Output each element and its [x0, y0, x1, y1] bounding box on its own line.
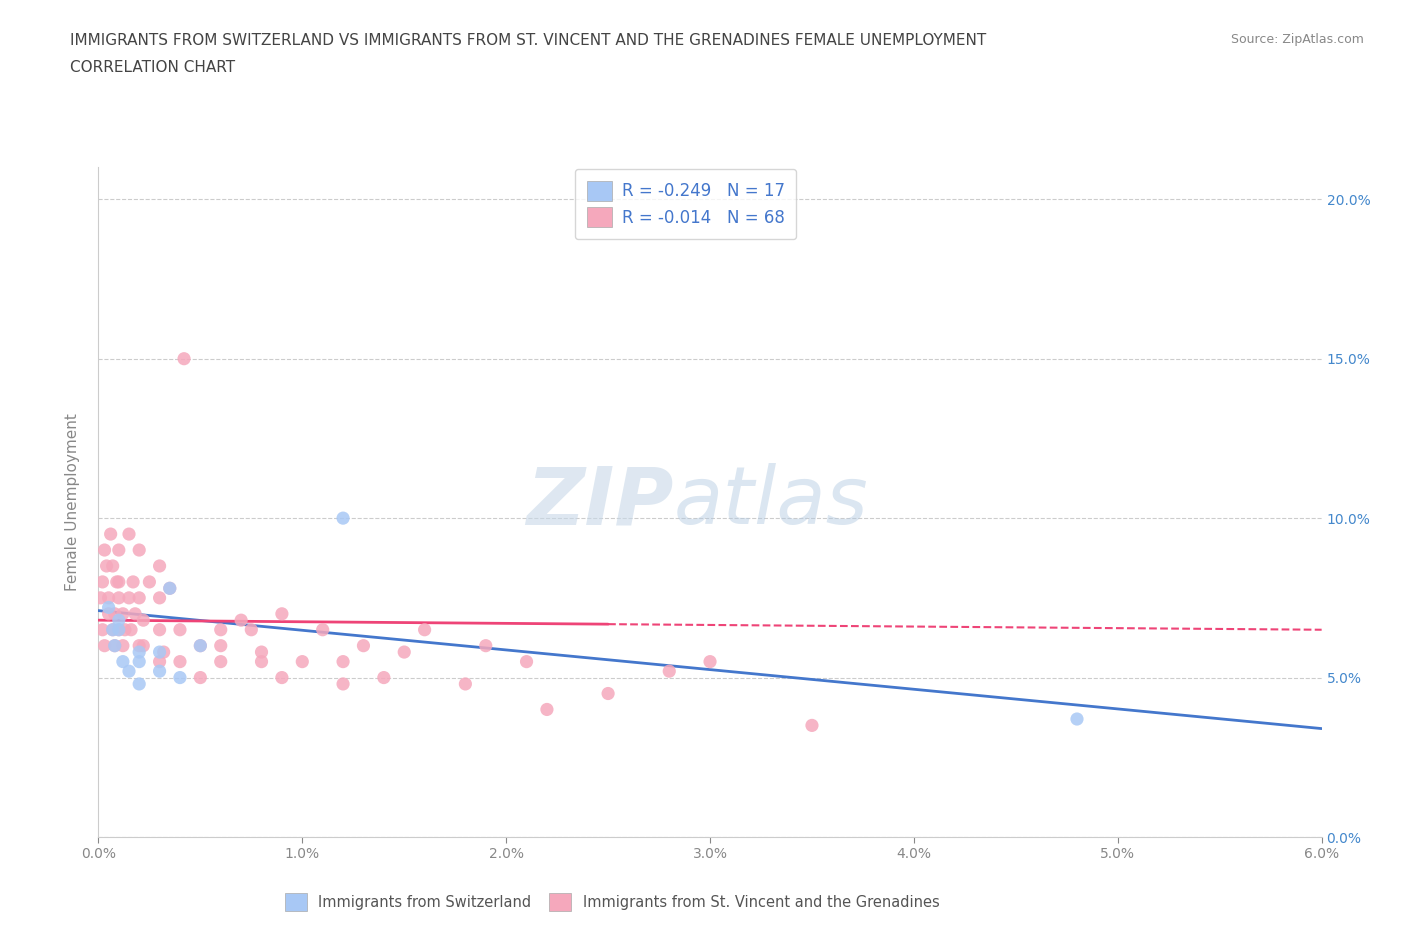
Point: [270, 606, 292, 621]
Point: [118, 591, 141, 605]
Point: [250, 654, 273, 669]
Point: [91, 622, 114, 637]
Point: [149, 559, 172, 574]
Point: [138, 575, 160, 590]
Point: [801, 718, 824, 733]
Text: atlas: atlas: [673, 463, 868, 541]
Point: [658, 664, 681, 679]
Point: [149, 591, 172, 605]
Point: [209, 638, 232, 653]
Legend: Immigrants from Switzerland, Immigrants from St. Vincent and the Grenadines: Immigrants from Switzerland, Immigrants …: [280, 887, 945, 917]
Point: [231, 613, 253, 628]
Point: [173, 352, 195, 366]
Point: [100, 526, 122, 541]
Point: [118, 664, 141, 679]
Point: [111, 606, 134, 621]
Point: [97, 600, 120, 615]
Point: [120, 622, 142, 637]
Point: [598, 686, 620, 701]
Point: [96, 559, 118, 574]
Point: [128, 638, 150, 653]
Y-axis label: Female Unemployment: Female Unemployment: [65, 413, 80, 591]
Point: [149, 622, 172, 637]
Point: [108, 613, 131, 628]
Point: [152, 644, 174, 659]
Point: [128, 591, 150, 605]
Point: [169, 671, 191, 685]
Point: [332, 511, 354, 525]
Point: [108, 542, 131, 557]
Point: [128, 654, 150, 669]
Point: [516, 654, 538, 669]
Point: [291, 654, 314, 669]
Text: IMMIGRANTS FROM SWITZERLAND VS IMMIGRANTS FROM ST. VINCENT AND THE GRENADINES FE: IMMIGRANTS FROM SWITZERLAND VS IMMIGRANT…: [70, 33, 987, 47]
Point: [97, 606, 120, 621]
Point: [332, 676, 354, 691]
Point: [188, 638, 212, 653]
Point: [128, 676, 150, 691]
Point: [149, 654, 172, 669]
Point: [108, 622, 131, 637]
Point: [108, 591, 131, 605]
Point: [240, 622, 263, 637]
Point: [699, 654, 721, 669]
Point: [101, 622, 124, 637]
Point: [536, 702, 558, 717]
Point: [270, 671, 292, 685]
Point: [392, 644, 416, 659]
Point: [104, 606, 127, 621]
Point: [91, 575, 114, 590]
Point: [250, 644, 273, 659]
Point: [352, 638, 374, 653]
Point: [188, 671, 212, 685]
Point: [132, 638, 155, 653]
Point: [114, 622, 136, 637]
Point: [188, 638, 212, 653]
Point: [93, 638, 115, 653]
Point: [111, 638, 134, 653]
Point: [474, 638, 498, 653]
Point: [159, 581, 181, 596]
Point: [89, 591, 111, 605]
Point: [97, 591, 120, 605]
Point: [373, 671, 395, 685]
Text: CORRELATION CHART: CORRELATION CHART: [70, 60, 235, 75]
Point: [93, 542, 115, 557]
Point: [111, 654, 134, 669]
Point: [311, 622, 335, 637]
Point: [118, 526, 141, 541]
Point: [108, 622, 131, 637]
Point: [128, 542, 150, 557]
Point: [149, 644, 172, 659]
Point: [104, 638, 127, 653]
Point: [454, 676, 477, 691]
Point: [124, 606, 146, 621]
Point: [159, 581, 181, 596]
Point: [169, 622, 191, 637]
Point: [128, 644, 150, 659]
Point: [209, 622, 232, 637]
Point: [108, 575, 131, 590]
Point: [101, 559, 124, 574]
Point: [149, 664, 172, 679]
Point: [122, 575, 145, 590]
Point: [104, 638, 127, 653]
Point: [332, 654, 354, 669]
Text: Source: ZipAtlas.com: Source: ZipAtlas.com: [1230, 33, 1364, 46]
Point: [169, 654, 191, 669]
Point: [101, 622, 124, 637]
Point: [1066, 711, 1088, 726]
Point: [209, 654, 232, 669]
Point: [413, 622, 436, 637]
Point: [105, 575, 128, 590]
Text: ZIP: ZIP: [526, 463, 673, 541]
Point: [132, 613, 155, 628]
